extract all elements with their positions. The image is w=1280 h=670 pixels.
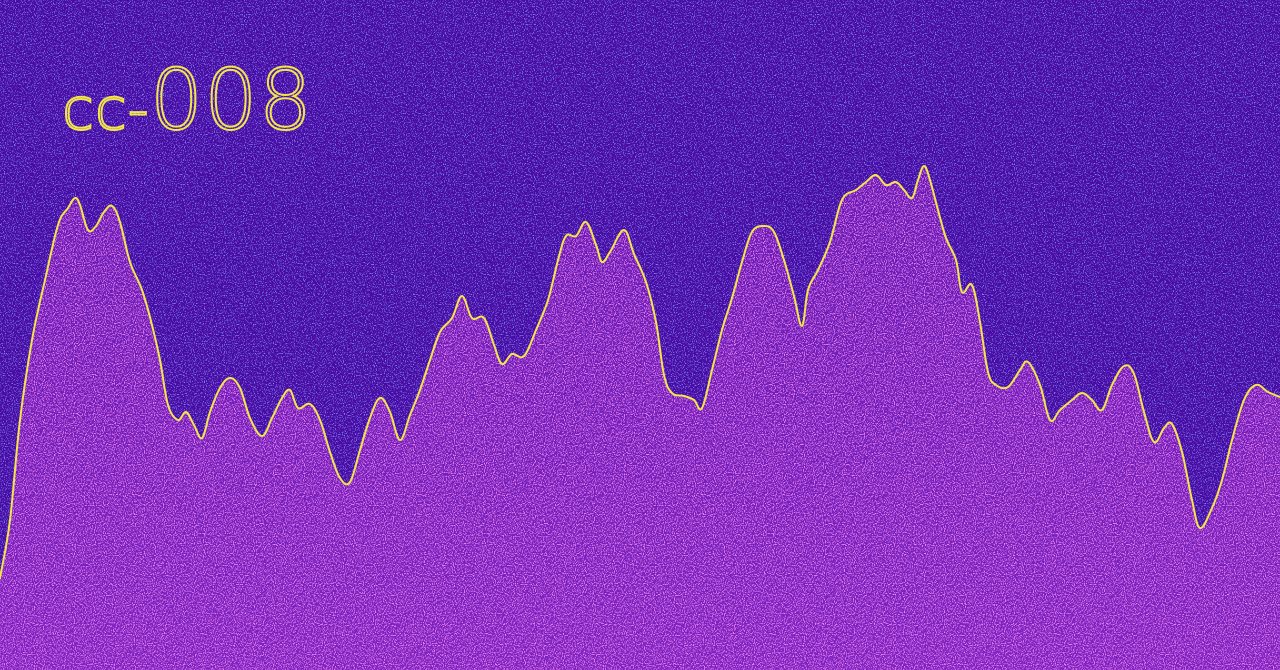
title-text: cc-008: [61, 57, 313, 143]
title-prefix: cc: [61, 75, 128, 143]
title-dash: -: [127, 75, 150, 143]
title-number: 008: [149, 51, 314, 149]
waveform-line: [0, 165, 1280, 579]
